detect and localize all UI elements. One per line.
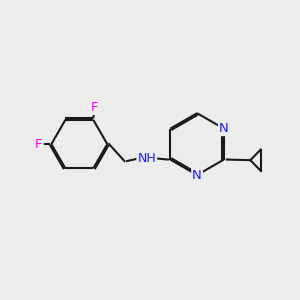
Text: N: N — [219, 122, 229, 135]
Text: N: N — [192, 169, 202, 182]
Text: NH: NH — [137, 152, 156, 165]
Text: F: F — [35, 138, 43, 151]
Text: F: F — [91, 101, 98, 114]
